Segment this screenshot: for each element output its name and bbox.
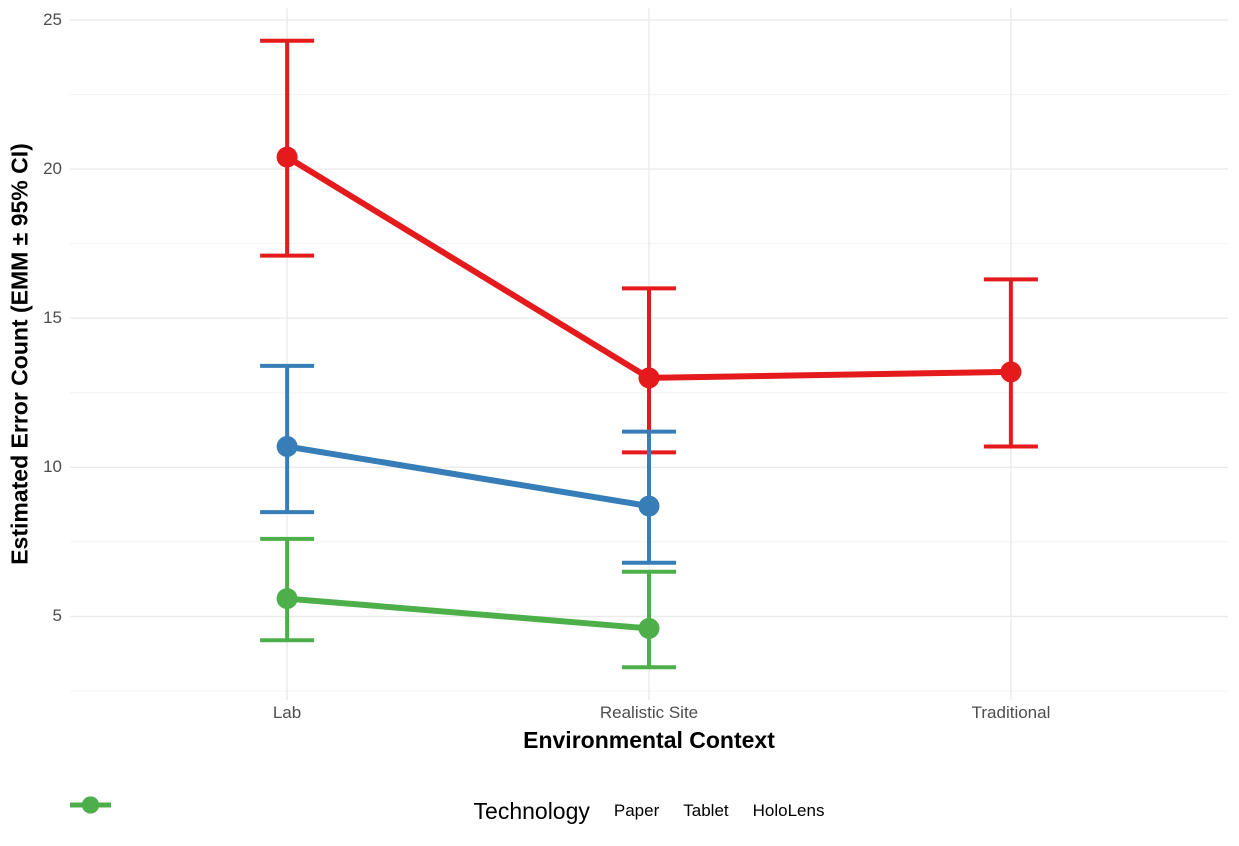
y-tick-label-20: 20 — [43, 159, 62, 178]
legend-item-hololens: HoloLens — [70, 796, 825, 821]
legend-items: Paper Tablet HoloLens — [70, 796, 825, 821]
data-point-paper-lab — [276, 146, 298, 168]
data-point-paper-traditional — [1000, 361, 1022, 383]
y-tick-label-5: 5 — [52, 606, 62, 625]
legend-item-paper: Paper — [70, 796, 660, 821]
y-axis-title: Estimated Error Count (EMM ± 95% CI) — [6, 143, 33, 565]
legend-title: Technology — [473, 797, 590, 824]
x-tick-label-lab: Lab — [272, 703, 302, 722]
legend: Technology Paper Tablet HoloLens — [70, 792, 1228, 830]
y-tick-label-25: 25 — [43, 10, 62, 29]
data-point-hololens-lab — [276, 588, 298, 610]
data-point-paper-realistic-site — [638, 367, 660, 389]
legend-item-tablet: Tablet — [70, 796, 729, 821]
legend-label-hololens: HoloLens — [752, 801, 825, 820]
legend-key-hololens — [70, 796, 111, 814]
legend-label-tablet: Tablet — [683, 801, 729, 820]
data-point-tablet-realistic-site — [638, 495, 660, 517]
y-tick-label-15: 15 — [43, 308, 62, 327]
y-tick-label-10: 10 — [43, 457, 62, 476]
data-point-hololens-realistic-site — [638, 617, 660, 639]
series-line-hololens — [286, 595, 650, 632]
x-tick-label-realistic-site: Realistic Site — [599, 703, 699, 722]
series-line-tablet — [286, 443, 650, 510]
legend-label-paper: Paper — [613, 801, 660, 820]
x-axis-title: Environmental Context — [523, 727, 775, 753]
data-point-tablet-lab — [276, 436, 298, 457]
x-tick-label-traditional: Traditional — [971, 703, 1051, 722]
